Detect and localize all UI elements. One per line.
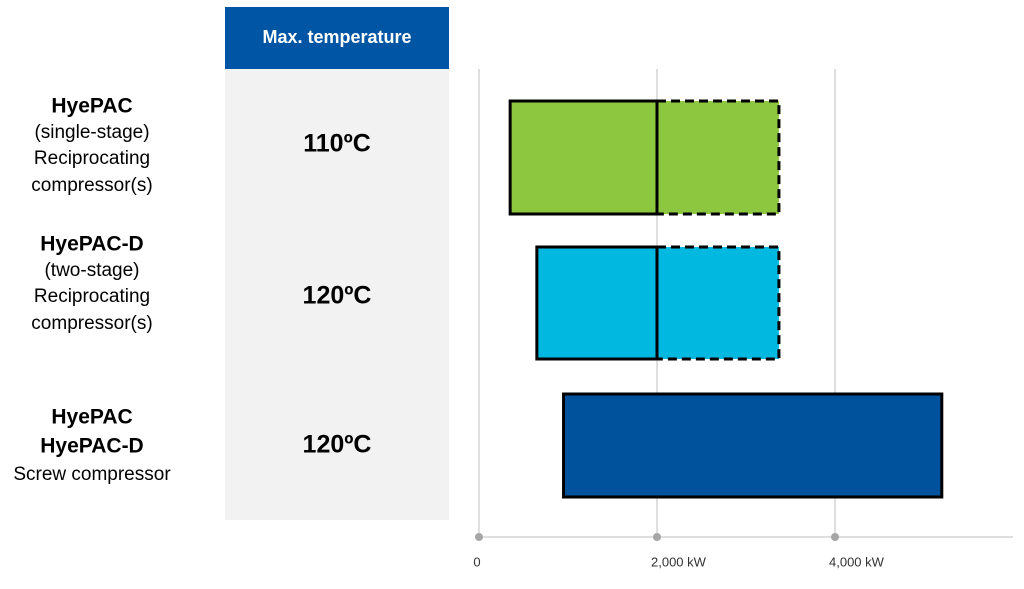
- row-detail: Reciprocating: [34, 148, 150, 169]
- tick-mark: [831, 533, 839, 541]
- x-tick-label: 4,000 kW: [829, 554, 885, 569]
- row-detail: Reciprocating: [34, 286, 150, 307]
- x-tick-label: 2,000 kW: [651, 554, 707, 569]
- max-temperature: 120ºC: [303, 431, 372, 459]
- row-title: HyePAC: [51, 95, 132, 118]
- max-temperature: 120ºC: [303, 282, 372, 310]
- row-detail: compressor(s): [31, 313, 152, 334]
- extended-range-bar: [655, 99, 781, 216]
- tick-mark: [653, 533, 661, 541]
- max-temperature: 110ºC: [303, 130, 371, 158]
- row-title: HyePAC: [51, 406, 132, 429]
- row-title: HyePAC-D: [40, 233, 143, 256]
- row-detail: Screw compressor: [13, 464, 171, 485]
- range-bar: [562, 392, 944, 499]
- x-tick-label: 0: [473, 554, 480, 569]
- row-title: HyePAC-D: [40, 435, 143, 458]
- tick-mark: [475, 533, 483, 541]
- range-bar: [535, 245, 659, 361]
- row-detail: (single-stage): [34, 122, 149, 143]
- range-bar: [508, 99, 659, 216]
- column-header: Max. temperature: [262, 27, 411, 47]
- row-detail: (two-stage): [44, 260, 139, 281]
- temperature-column: [225, 69, 449, 520]
- extended-range-bar: [655, 245, 781, 361]
- row-detail: compressor(s): [31, 175, 152, 196]
- column-header-box: [225, 7, 449, 69]
